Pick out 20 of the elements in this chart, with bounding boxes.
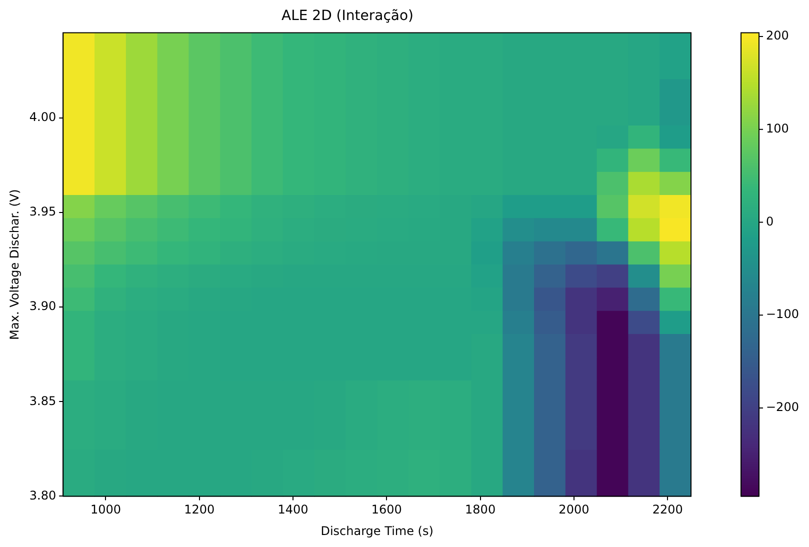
color-bar-label: −200 xyxy=(766,400,799,414)
y-tick-label: 3.85 xyxy=(29,394,56,408)
color-bar-label: 200 xyxy=(766,28,789,43)
x-tick-label: 1400 xyxy=(278,502,308,517)
x-tick-label: 2200 xyxy=(652,502,683,517)
color-bar-label: 0 xyxy=(766,214,774,228)
x-tick-label: 1000 xyxy=(90,502,121,517)
y-tick-label: 3.95 xyxy=(29,204,56,219)
color-bar-label: 100 xyxy=(766,122,789,136)
color-bar-label: −100 xyxy=(766,307,799,322)
y-tick-label: 3.90 xyxy=(29,299,56,314)
y-tick-label: 3.80 xyxy=(29,488,56,502)
y-tick-label: 4.00 xyxy=(29,110,56,124)
x-tick-label: 2000 xyxy=(558,502,590,517)
x-tick-label: 1800 xyxy=(465,502,496,517)
x-axis-title: Discharge Time (s) xyxy=(320,524,434,538)
y-axis-title: Max. Voltage Dischar. (V) xyxy=(7,189,22,340)
chart-title: ALE 2D (Interação) xyxy=(281,8,414,24)
x-tick-label: 1600 xyxy=(371,502,402,517)
x-tick-label: 1200 xyxy=(184,502,215,517)
